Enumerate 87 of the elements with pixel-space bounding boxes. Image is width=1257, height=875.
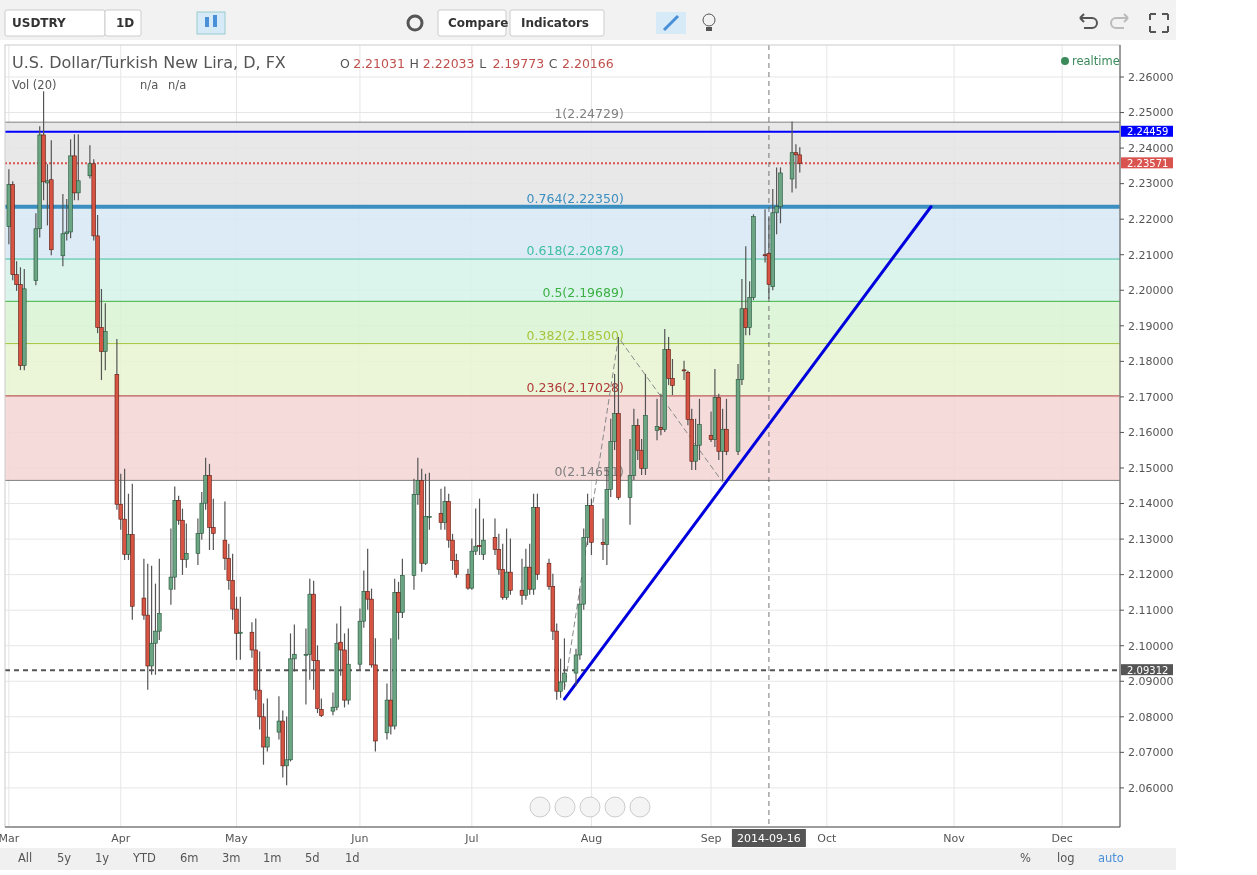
y-tick-label: 2.07000 xyxy=(1128,746,1174,760)
annotation: realtime xyxy=(1072,54,1120,68)
ref-line-label: 2.24459 xyxy=(1127,126,1169,138)
candlestick xyxy=(87,145,93,179)
text: Compare xyxy=(448,16,509,30)
candlestick xyxy=(276,696,282,740)
candlestick xyxy=(720,408,725,482)
x-tick-label: Mar xyxy=(0,832,20,845)
y-tick-label: 2.16000 xyxy=(1128,426,1174,440)
candlestick xyxy=(724,398,729,456)
candlestick xyxy=(477,498,482,555)
text: YTD xyxy=(132,851,157,865)
text: O 2.21031 H 2.22033 L 2.19773 C 2.20166 xyxy=(340,56,614,71)
text: 1y xyxy=(95,851,110,865)
text: 5d xyxy=(305,851,320,865)
candlestick xyxy=(238,596,243,660)
candlestick xyxy=(438,488,444,530)
ref-line-label: 0.618(2.20878) xyxy=(526,243,624,259)
y-tick-label: 2.23000 xyxy=(1128,177,1174,191)
candlestick xyxy=(519,558,525,605)
candlestick xyxy=(76,134,81,201)
text: 1d xyxy=(345,851,360,865)
text: All xyxy=(18,851,33,865)
y-tick-label: 2.14000 xyxy=(1128,497,1174,511)
candlestick xyxy=(793,144,799,189)
y-tick-label: 2.19000 xyxy=(1128,319,1174,333)
y-tick-label: 2.13000 xyxy=(1128,532,1174,546)
text: 3m xyxy=(222,851,241,865)
text: U.S. Dollar/Turkish New Lira, D, FX xyxy=(12,53,286,72)
candlestick xyxy=(465,568,471,590)
x-tick-label: Jun xyxy=(350,832,369,845)
candlestick xyxy=(508,538,513,595)
x-tick-label: Nov xyxy=(943,832,966,845)
y-tick-label: 2.18000 xyxy=(1128,355,1174,369)
annotation: n/a xyxy=(140,78,159,92)
y-tick-label: 2.25000 xyxy=(1128,106,1174,120)
text: log xyxy=(1057,851,1075,865)
ref-line-label: 2.23571 xyxy=(1127,157,1169,169)
x-tick-label: Apr xyxy=(111,832,131,845)
text: 5y xyxy=(57,851,72,865)
y-tick-label: 2.15000 xyxy=(1128,461,1174,475)
candlestick xyxy=(527,543,532,595)
y-tick-label: 2.09000 xyxy=(1128,675,1174,689)
x-tick-label: Dec xyxy=(1051,832,1073,845)
x-tick-label: May xyxy=(225,832,249,845)
candlestick xyxy=(658,393,664,436)
x-tick-label: Sep xyxy=(700,832,722,845)
candlestick xyxy=(654,398,660,441)
text: 1m xyxy=(263,851,282,865)
y-tick-label: 2.17000 xyxy=(1128,390,1174,404)
candlestick xyxy=(60,194,66,267)
x-tick-label: Oct xyxy=(817,832,837,845)
x-tick-label: Aug xyxy=(580,832,603,845)
ref-line-label: 2.09312 xyxy=(1127,664,1169,676)
y-tick-label: 2.06000 xyxy=(1128,781,1174,795)
candlestick xyxy=(103,303,108,371)
text: USDTRY xyxy=(12,16,67,30)
x-tick-label: Jul xyxy=(464,832,479,845)
candlestick xyxy=(396,581,401,640)
y-tick-label: 2.21000 xyxy=(1128,248,1174,262)
y-tick-label: 2.24000 xyxy=(1128,141,1174,155)
y-tick-label: 2.26000 xyxy=(1128,70,1174,84)
text: auto xyxy=(1098,851,1124,865)
annotation: Vol (20) xyxy=(12,78,57,92)
ref-line-label: 1(2.24729) xyxy=(554,106,624,122)
text: Indicators xyxy=(521,16,589,30)
y-tick-label: 2.08000 xyxy=(1128,710,1174,724)
candlestick xyxy=(126,493,131,560)
ref-line-label: 0.764(2.22350) xyxy=(526,190,624,206)
text: 6m xyxy=(180,851,199,865)
annotation: n/a xyxy=(168,78,187,92)
y-tick-label: 2.12000 xyxy=(1128,568,1174,582)
text: % xyxy=(1020,851,1031,865)
candlestick xyxy=(743,246,748,336)
y-tick-label: 2.20000 xyxy=(1128,284,1174,298)
candlestick xyxy=(265,698,270,752)
ref-line-label: 0.382(2.18500) xyxy=(526,327,624,343)
ref-line-label: 2014-09-16 xyxy=(736,832,801,845)
y-tick-label: 2.11000 xyxy=(1128,604,1174,618)
y-tick-label: 2.22000 xyxy=(1128,213,1174,227)
y-tick-label: 2.10000 xyxy=(1128,639,1174,653)
ref-line-label: 0.5(2.19689) xyxy=(542,285,624,301)
candlestick xyxy=(708,411,714,442)
candlestick xyxy=(184,523,189,568)
candlestick xyxy=(600,518,606,560)
candlestick xyxy=(442,486,448,530)
text: 1D xyxy=(116,16,135,30)
